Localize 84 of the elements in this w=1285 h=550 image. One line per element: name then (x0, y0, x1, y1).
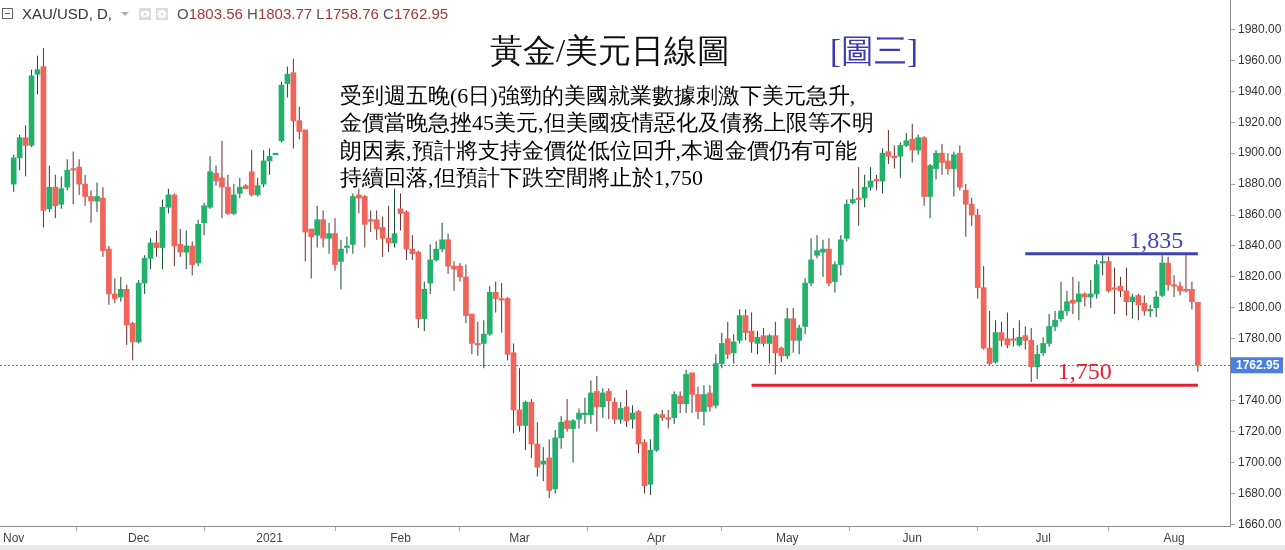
ref-line-label: 1762.95 (1236, 358, 1280, 372)
candlestick (1058, 281, 1064, 323)
y-tick-label: 1960.00 (1238, 52, 1282, 67)
candlestick (22, 124, 29, 177)
candlestick (326, 222, 332, 255)
y-tick-label: 1720.00 (1238, 423, 1282, 438)
x-tick-label: Apr (647, 530, 666, 545)
candlestick (707, 384, 713, 413)
candlestick (760, 327, 767, 348)
candlestick (724, 321, 731, 360)
candlestick (611, 397, 618, 425)
x-tick-label: May (775, 530, 799, 545)
candlestick (480, 319, 487, 369)
candlestick (1153, 290, 1160, 318)
candlestick (338, 239, 344, 290)
x-tick-label: 2021 (256, 530, 284, 545)
annotation: O1803.56 H1803.77 L1758.76 C1762.95 (177, 5, 449, 22)
y-tick-label: 1660.00 (1238, 516, 1282, 531)
candlestick (58, 175, 65, 210)
candlestick (790, 307, 797, 354)
y-tick-label: 1980.00 (1238, 21, 1282, 36)
y-tick-label: 1680.00 (1238, 485, 1282, 500)
y-tick-label: 1940.00 (1238, 83, 1282, 98)
candlestick (439, 222, 445, 253)
x-tick-label: Feb (390, 530, 412, 545)
candlestick (796, 324, 802, 355)
annotation: XAU/USD, D, (22, 5, 113, 22)
x-tick-label: Dec (127, 530, 150, 545)
candlestick (915, 134, 922, 156)
candlestick (427, 243, 434, 295)
y-tick-label: 1860.00 (1238, 207, 1282, 222)
candlestick (344, 236, 350, 255)
text: [圖三] (830, 32, 918, 71)
candlestick (64, 158, 71, 191)
y-tick-label: 1840.00 (1238, 238, 1282, 253)
series-label: 1,835 (1129, 226, 1184, 253)
candlestick (570, 418, 576, 464)
candlestick (617, 401, 624, 425)
candlestick (594, 375, 600, 433)
candlestick (320, 209, 326, 249)
candlestick (909, 123, 916, 163)
candlestick (564, 398, 570, 433)
candlestick (671, 390, 678, 425)
candlestick (117, 276, 124, 303)
y-tick-label: 1780.00 (1238, 331, 1282, 346)
candlestick (629, 404, 636, 430)
x-tick-label: Jul (1035, 530, 1051, 545)
candlestick (754, 330, 761, 355)
candlestick (314, 205, 320, 249)
y-tick-label: 1800.00 (1238, 300, 1282, 315)
candlestick (94, 182, 100, 213)
candlestick (701, 384, 707, 426)
candlestick (433, 240, 440, 262)
candlestick (599, 387, 606, 419)
candlestick (808, 237, 814, 287)
x-tick-label: Mar (509, 530, 530, 545)
y-tick-label: 1880.00 (1238, 176, 1282, 191)
y-tick-label: 1740.00 (1238, 393, 1282, 407)
candlestick (34, 55, 41, 95)
y-tick-label: 1900.00 (1238, 145, 1282, 160)
candlestick (236, 177, 243, 199)
candlestick (951, 151, 957, 197)
candlestick (730, 333, 737, 365)
candlestick (183, 230, 190, 270)
x-tick-label: Aug (1163, 530, 1185, 545)
candlestick (766, 333, 773, 365)
candlestick (1064, 290, 1070, 317)
y-tick-label: 1700.00 (1238, 454, 1282, 469)
candlestick (1034, 344, 1041, 380)
series-label: 1,750 (1057, 358, 1112, 385)
annotation: 受到週五晚(6日)強勁的美國就業數據刺激下美元急升,金價當晚急挫45美元,但美國疫情惡化及債務上限等不明朗因素,預計將支持金價從低位回升,本週金價仍有可能持續回落,但預計下跌空間將止於1,750 (340, 82, 875, 192)
y-tick-label: 1920.00 (1238, 114, 1282, 129)
text: 黃金/美元日線圖 (490, 32, 731, 71)
candlestick (855, 166, 862, 227)
candlestick (605, 387, 612, 420)
candlestick (231, 183, 237, 216)
candlestick (1070, 276, 1076, 315)
candlestick (677, 390, 683, 414)
x-tick-label: Jun (902, 530, 922, 545)
candlestick (189, 240, 196, 276)
y-tick-label: 1820.00 (1238, 269, 1282, 284)
candlestick (1076, 281, 1082, 321)
candlestick (112, 277, 118, 304)
x-tick-label: Nov (3, 530, 25, 545)
